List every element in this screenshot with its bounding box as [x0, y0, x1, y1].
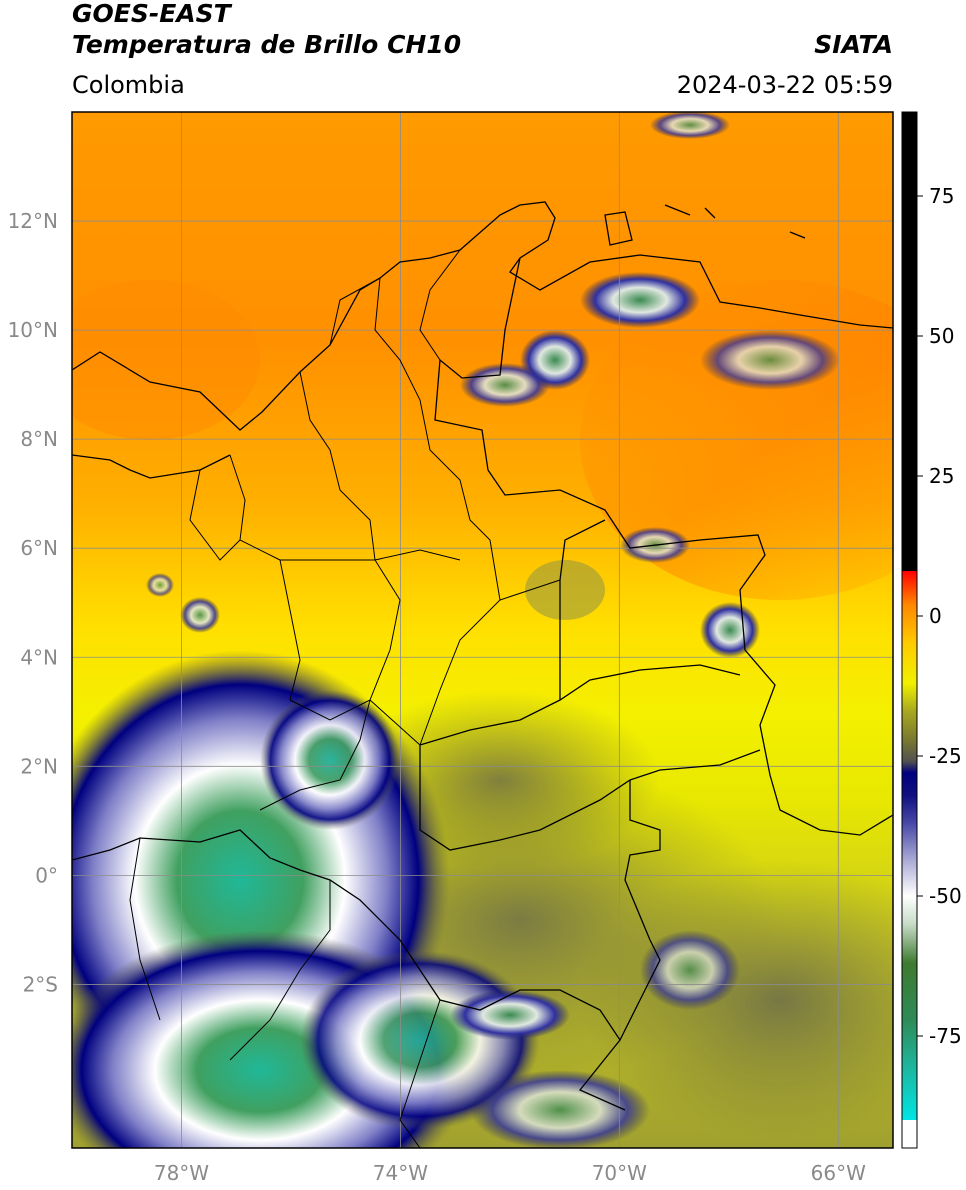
lat-tick-label: 2°S [23, 972, 58, 996]
lat-tick-label: 8°N [20, 427, 58, 451]
colorbar-tick-label: -75 [929, 1024, 962, 1048]
lat-tick-label: 6°N [20, 536, 58, 560]
department-border [229, 880, 331, 1061]
longitude-tick-labels: 78°W 74°W 70°W 66°W [154, 1161, 866, 1185]
coastline [72, 201, 893, 431]
colorbar-tick-label: 0 [929, 604, 942, 628]
country-border [578, 1039, 626, 1111]
department-border [299, 371, 401, 701]
region-label: Colombia [72, 71, 185, 99]
country-border [419, 664, 741, 746]
map-frame [71, 111, 894, 1149]
colorbar-tick-label: -25 [929, 744, 962, 768]
department-border [419, 249, 461, 361]
satellite-title: GOES-EAST [72, 0, 231, 28]
colorbar-tick-label: 25 [929, 464, 954, 488]
department-border [499, 579, 561, 601]
island-outline [704, 207, 716, 219]
country-border [559, 519, 606, 700]
lat-tick-label: 2°N [20, 754, 58, 778]
colorbar: 75 50 25 0 -25 -50 -75 [901, 111, 962, 1149]
lat-tick-label: 10°N [8, 318, 58, 342]
borders-layer [72, 201, 893, 1148]
latitude-tick-labels: 12°N 10°N 8°N 6°N 4°N 2°N 0° 2°S [8, 209, 58, 996]
colorbar-tick-label: -50 [929, 884, 962, 908]
country-border [624, 780, 661, 941]
country-border [434, 257, 893, 836]
department-border [399, 999, 441, 1148]
colorbar-ticks: 75 50 25 0 -25 -50 -75 [917, 184, 962, 1048]
department-border [129, 837, 161, 1021]
lon-tick-label: 70°W [592, 1161, 647, 1185]
graticule [72, 112, 893, 1148]
island-outline [664, 204, 691, 216]
colorbar-tick-label: 75 [929, 184, 954, 208]
lon-tick-label: 78°W [154, 1161, 209, 1185]
timestamp-label: 2024-03-22 05:59 [676, 71, 893, 99]
island-outline [604, 211, 633, 246]
country-border [72, 454, 231, 479]
island-outline [789, 231, 806, 239]
organization-label: SIATA [814, 30, 893, 59]
lat-tick-label: 0° [35, 863, 58, 887]
product-title: Temperatura de Brillo CH10 [72, 30, 462, 59]
department-border [259, 699, 371, 811]
lat-tick-label: 4°N [20, 645, 58, 669]
department-border [189, 469, 241, 561]
department-border [329, 277, 381, 346]
imagery-layer [72, 112, 893, 1148]
country-border [419, 745, 761, 851]
department-border [289, 699, 421, 746]
department-border [280, 549, 461, 561]
lon-tick-label: 66°W [811, 1161, 866, 1185]
colorbar-tick-label: 50 [929, 324, 954, 348]
department-border [374, 277, 501, 746]
lat-tick-label: 12°N [8, 209, 58, 233]
lon-tick-label: 74°W [373, 1161, 428, 1185]
